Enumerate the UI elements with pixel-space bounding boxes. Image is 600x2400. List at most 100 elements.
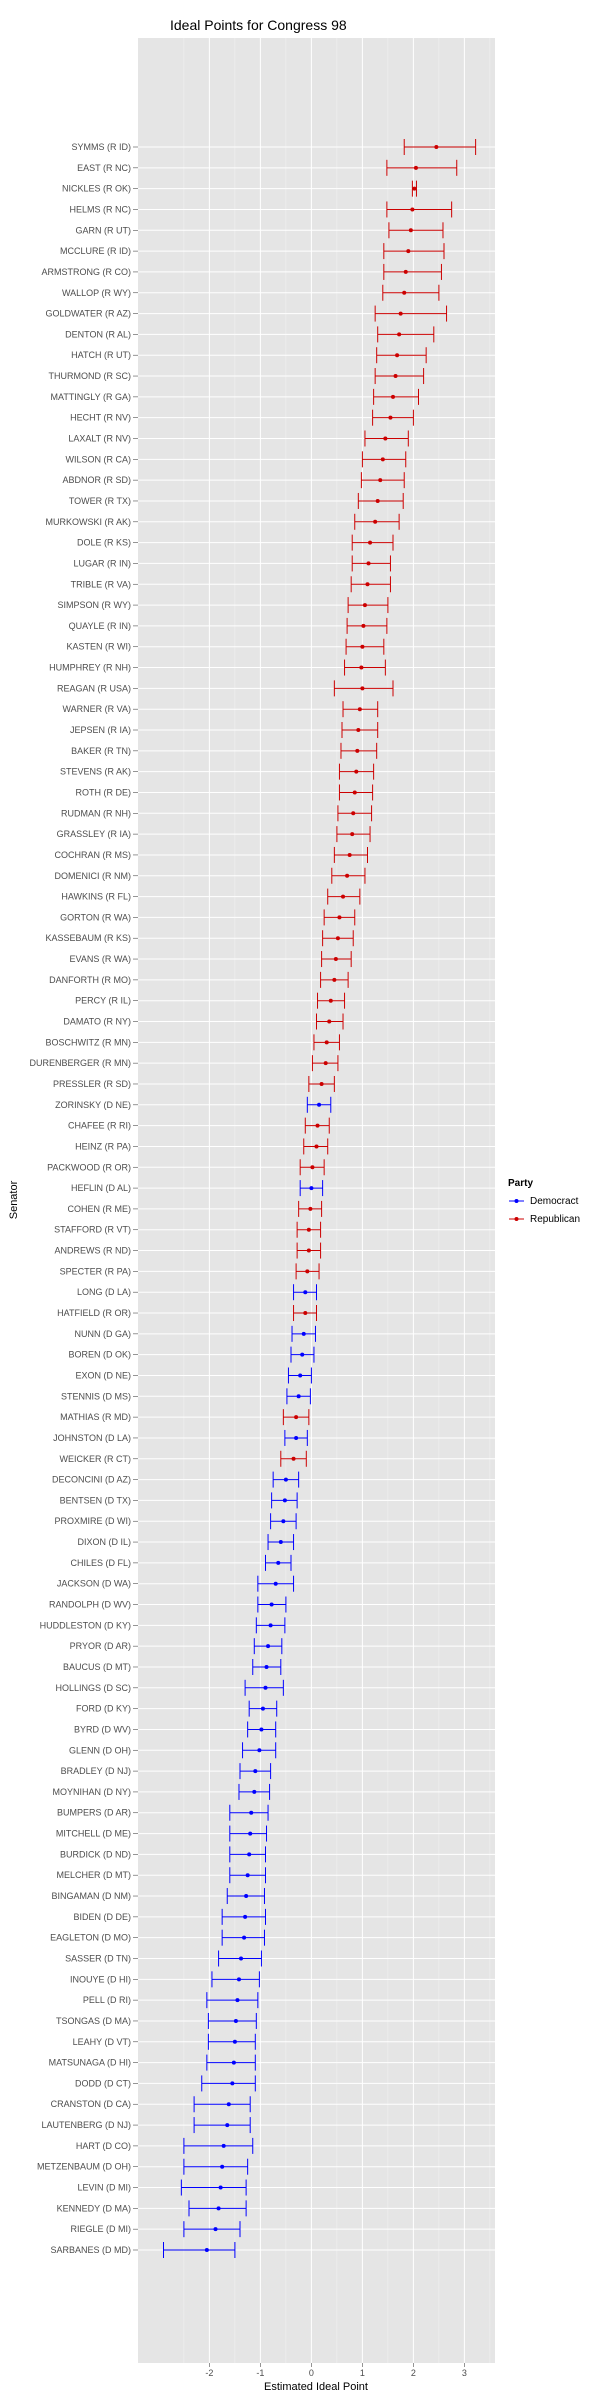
- plot-panel: [138, 38, 495, 2363]
- ideal-point: [357, 707, 362, 712]
- senator-label: KENNEDY (D MA): [57, 2203, 131, 2213]
- ideal-point: [335, 936, 340, 941]
- senator-label: RANDOLPH (D WV): [49, 1600, 131, 1610]
- ideal-point: [245, 1873, 250, 1878]
- senator-label: LEAHY (D VT): [73, 2037, 131, 2047]
- senator-label: BENTSEN (D TX): [60, 1495, 131, 1505]
- senator-label: EVANS (R WA): [69, 954, 131, 964]
- x-tick-label: 0: [309, 2368, 314, 2378]
- senator-label: DENTON (R AL): [65, 329, 131, 339]
- senator-label: ANDREWS (R ND): [55, 1246, 132, 1256]
- ideal-point: [333, 957, 338, 962]
- senator-label: ZORINSKY (D NE): [55, 1100, 131, 1110]
- ideal-point: [216, 2206, 221, 2211]
- ideal-point: [403, 269, 408, 274]
- senator-label: BRADLEY (D NJ): [61, 1766, 131, 1776]
- ideal-point: [269, 1602, 274, 1607]
- senator-label: ARMSTRONG (R CO): [42, 267, 132, 277]
- y-axis-label: Senator: [8, 1180, 20, 1219]
- ideal-point: [242, 1935, 247, 1940]
- senator-label: DOLE (R KS): [77, 538, 131, 548]
- ideal-point: [294, 1415, 299, 1420]
- legend-label-democract: Democract: [530, 1196, 579, 1207]
- ideal-point: [239, 1956, 244, 1961]
- ideal-point: [360, 644, 365, 649]
- ideal-point: [408, 228, 413, 233]
- ideal-point: [362, 603, 367, 608]
- senator-label: HEINZ (R PA): [75, 1141, 131, 1151]
- senator-label: NICKLES (R OK): [62, 184, 131, 194]
- senator-label: BOSCHWITZ (R MN): [46, 1037, 132, 1047]
- senator-label: HATCH (R UT): [71, 350, 131, 360]
- ideal-point: [406, 249, 411, 254]
- ideal-point: [360, 686, 365, 691]
- ideal-point: [359, 665, 364, 670]
- ideal-point: [236, 1977, 241, 1982]
- y-tick-labels: SYMMS (R ID) EAST (R NC) NICKLES (R OK) HEL…: [29, 142, 138, 2255]
- senator-label: PERCY (R IL): [75, 996, 131, 1006]
- ideal-point: [383, 436, 388, 441]
- senator-label: CHILES (D FL): [70, 1558, 131, 1568]
- senator-label: SYMMS (R ID): [72, 142, 132, 152]
- ideal-point: [248, 1831, 253, 1836]
- senator-label: EAGLETON (D MO): [50, 1933, 131, 1943]
- senator-label: EAST (R NC): [77, 163, 131, 173]
- ideal-point: [347, 852, 352, 857]
- senator-label: REAGAN (R USA): [57, 683, 131, 693]
- senator-label: LUGAR (R IN): [73, 558, 131, 568]
- ideal-point: [315, 1123, 320, 1128]
- ideal-point: [412, 186, 417, 191]
- senator-label: GARN (R UT): [76, 225, 132, 235]
- legend-item-democract: Democract: [509, 1196, 579, 1207]
- ideal-point: [266, 1644, 271, 1649]
- ideal-point: [226, 2102, 231, 2107]
- senator-label: DIXON (D IL): [77, 1537, 131, 1547]
- legend-point-republican: [514, 1217, 519, 1221]
- senator-label: FORD (D KY): [76, 1704, 131, 1714]
- senator-label: METZENBAUM (D OH): [37, 2162, 131, 2172]
- senator-label: WARNER (R VA): [63, 704, 132, 714]
- ideal-point: [354, 769, 359, 774]
- ideal-point: [319, 1081, 324, 1086]
- senator-label: DECONCINI (D AZ): [52, 1475, 131, 1485]
- ideal-point: [213, 2227, 218, 2232]
- ideal-points: [204, 145, 439, 2252]
- ideal-point: [413, 165, 418, 170]
- ideal-point: [317, 1102, 322, 1107]
- legend-label-republican: Republican: [530, 1214, 580, 1225]
- ideal-point: [324, 1040, 329, 1045]
- ideal-point: [303, 1311, 308, 1316]
- senator-label: GLENN (D OH): [69, 1745, 131, 1755]
- ideal-point: [327, 1019, 332, 1024]
- senator-label: DOMENICI (R NM): [55, 871, 132, 881]
- ideal-point: [268, 1623, 273, 1628]
- senator-label: GORTON (R WA): [60, 912, 131, 922]
- ideal-point: [373, 519, 378, 524]
- senator-label: MELCHER (D MT): [57, 1870, 132, 1880]
- senator-label: JEPSEN (R IA): [70, 725, 131, 735]
- legend-title: Party: [508, 1178, 533, 1189]
- ideal-point: [345, 873, 350, 878]
- ideal-point: [247, 1852, 252, 1857]
- senator-label: PRESSLER (R SD): [53, 1079, 131, 1089]
- senator-label: PACKWOOD (R OR): [47, 1162, 131, 1172]
- ideal-point: [281, 1519, 286, 1524]
- ideal-point: [230, 2081, 235, 2086]
- ideal-point: [391, 394, 395, 399]
- x-tick-label: -1: [256, 2368, 264, 2378]
- senator-label: ROTH (R DE): [76, 787, 132, 797]
- ideal-point: [283, 1477, 288, 1482]
- ideal-point: [253, 1769, 258, 1774]
- senator-label: BAUCUS (D MT): [63, 1662, 131, 1672]
- senator-label: HUMPHREY (R NH): [49, 663, 131, 673]
- ideal-point: [361, 623, 366, 628]
- senator-label: JOHNSTON (D LA): [53, 1433, 131, 1443]
- senator-label: LAXALT (R NV): [68, 434, 131, 444]
- x-tick-label: 2: [411, 2368, 416, 2378]
- senator-label: WILSON (R CA): [65, 454, 131, 464]
- senator-label: BUMPERS (D AR): [57, 1808, 131, 1818]
- ideal-point: [244, 1894, 249, 1899]
- ideal-point: [264, 1664, 269, 1669]
- ideal-point: [218, 2185, 223, 2190]
